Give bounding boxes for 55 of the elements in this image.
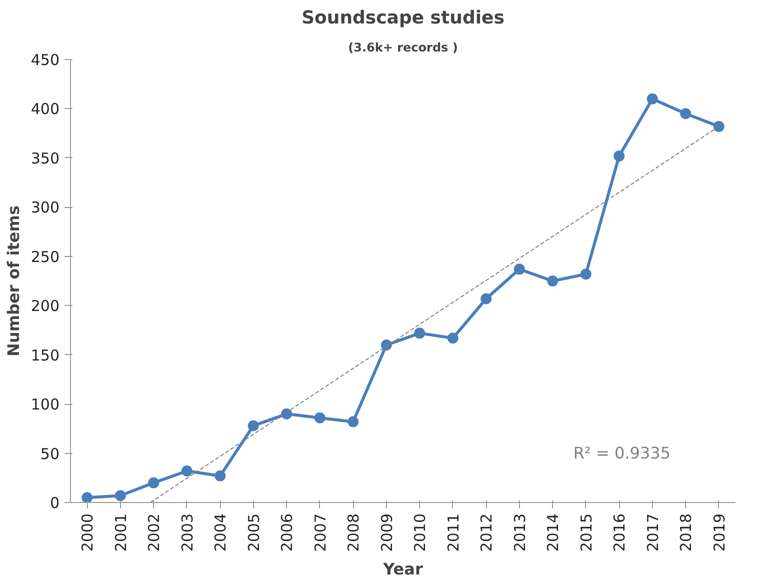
point <box>181 466 192 476</box>
y-tick-label: 300 <box>30 198 60 217</box>
x-tick-label: 2011 <box>444 513 462 552</box>
x-tick-label: 2007 <box>311 513 330 552</box>
y-tick-label: 0 <box>50 494 60 512</box>
point <box>114 490 126 502</box>
x-tick-label: 2003 <box>178 513 196 552</box>
x-tick-label: 2019 <box>710 513 728 552</box>
point <box>414 328 426 339</box>
x-tick-label: 2010 <box>411 513 430 552</box>
x-tick-label: 2017 <box>644 513 662 552</box>
x-tick-label: 2005 <box>244 513 263 552</box>
point <box>214 470 226 482</box>
x-tick-label: 2002 <box>145 513 164 552</box>
y-tick-label: 450 <box>30 51 60 69</box>
x-tick-label: 2015 <box>577 513 596 552</box>
x-tick-label: 2016 <box>610 513 629 552</box>
point <box>248 420 259 432</box>
x-tick-label: 2004 <box>212 513 230 552</box>
point <box>348 416 359 428</box>
y-tick-label: 350 <box>30 149 60 168</box>
annotation: R² = 0.9335 <box>573 444 670 462</box>
x-tick-label: 2000 <box>78 513 97 552</box>
x-tick-label: 2018 <box>677 513 696 552</box>
point <box>148 477 160 488</box>
y-tick-label: 50 <box>40 444 60 463</box>
chart-title: Soundscape studies <box>302 8 504 28</box>
x-tick-label: 2012 <box>478 513 496 552</box>
x-tick-label: 2006 <box>278 513 296 552</box>
point <box>82 492 93 502</box>
x-tick-label: 2014 <box>544 513 562 552</box>
y-axis-title: Number of items <box>4 206 23 356</box>
chart-subtitle: (3.6k+ records ) <box>348 40 458 54</box>
point <box>480 293 492 304</box>
point <box>580 268 592 280</box>
point <box>447 332 458 344</box>
point <box>547 276 558 286</box>
point <box>281 408 292 420</box>
y-tick-label: 250 <box>30 248 60 266</box>
point <box>680 108 692 120</box>
x-axis-title: Year <box>382 560 423 579</box>
y-tick-label: 100 <box>30 396 60 414</box>
point <box>380 340 392 350</box>
x-tick-label: 2013 <box>510 513 529 552</box>
point <box>614 150 625 162</box>
y-tick-label: 200 <box>30 297 60 316</box>
x-tick-label: 2001 <box>112 513 130 552</box>
x-tick-label: 2009 <box>378 513 396 552</box>
point <box>646 93 658 104</box>
y-tick-label: 400 <box>30 100 60 118</box>
y-tick-label: 150 <box>30 346 60 364</box>
point <box>713 120 724 132</box>
point <box>514 264 525 275</box>
x-tick-label: 2008 <box>344 513 363 552</box>
point <box>314 412 326 424</box>
